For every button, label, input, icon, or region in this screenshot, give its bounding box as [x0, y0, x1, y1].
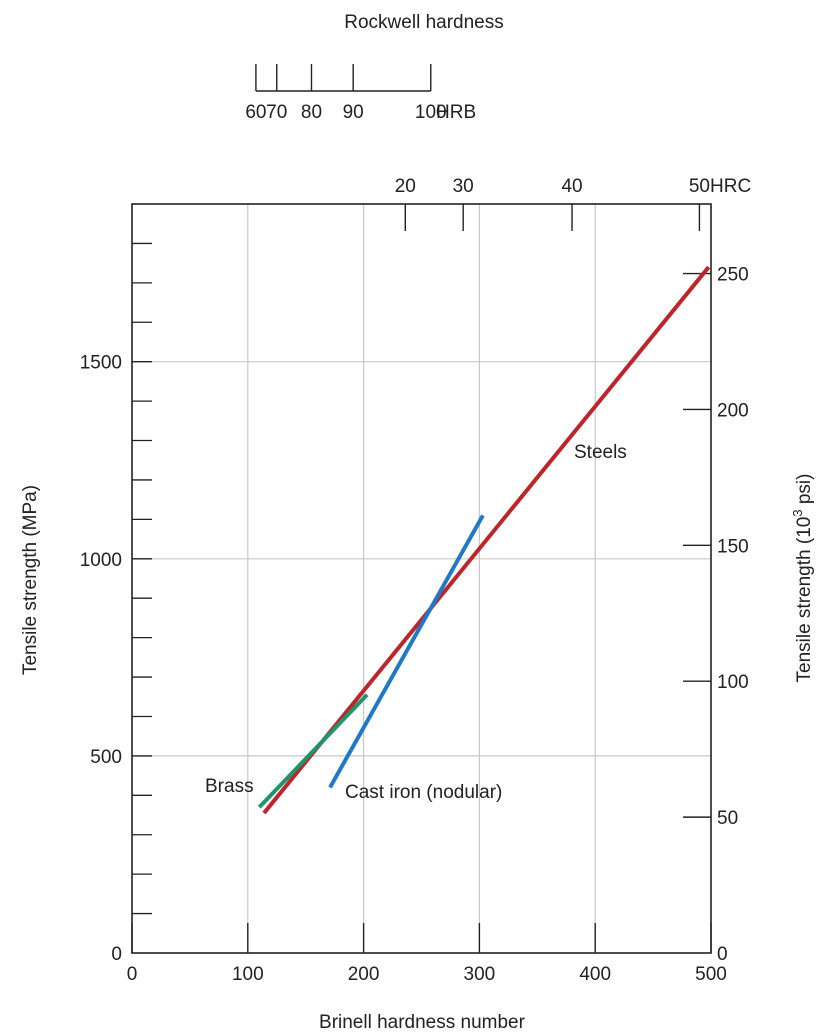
y2-tick-label: 100 [717, 672, 749, 693]
hrc-tick-label: 40 [561, 176, 582, 197]
x-tick-label: 0 [127, 964, 138, 985]
hrb-tick-label: 90 [343, 102, 364, 123]
x-tick-label: 400 [579, 964, 611, 985]
y2-axis-title: Tensile strength (103 psi) [790, 474, 815, 683]
hrb-tick-label: 100 [415, 102, 447, 123]
brass-label: Brass [205, 776, 254, 797]
y-axis-right: 0 50 100 150 200 250 [683, 265, 749, 965]
x-tick-label: 500 [695, 964, 727, 985]
plot-frame [131, 203, 712, 954]
hrc-tick-label: 30 [453, 176, 474, 197]
y2-tick-label: 250 [717, 265, 749, 286]
hrc-scale: 20 30 40 50 [395, 176, 710, 231]
y-axis-title: Tensile strength (MPa) [20, 485, 41, 675]
hrc-tick-label: 50 [689, 176, 710, 197]
hrb-unit-label: HRB [436, 102, 476, 123]
steels-label: Steels [574, 442, 627, 463]
brass-line [257, 693, 369, 809]
y2-axis-title-main: Tensile strength (10 [794, 517, 815, 683]
grid [132, 204, 711, 953]
y-tick-label: 500 [90, 747, 122, 768]
hrb-tick-label: 80 [301, 102, 322, 123]
hrb-tick-label: 70 [266, 102, 287, 123]
x-axis-title: Brinell hardness number [319, 1012, 526, 1033]
x-axis: 0 100 200 300 400 500 [127, 923, 727, 985]
minor-ticks [132, 242, 152, 915]
y-tick-label: 1500 [80, 353, 122, 374]
cast-iron-label: Cast iron (nodular) [345, 782, 502, 803]
y2-tick-label: 50 [717, 808, 738, 829]
y2-tick-label: 150 [717, 536, 749, 557]
steels-line [262, 265, 711, 815]
hrc-tick-label: 20 [395, 176, 416, 197]
y2-tick-label: 200 [717, 400, 749, 421]
series-lines [257, 265, 711, 815]
y2-tick-label: 0 [717, 944, 728, 965]
cast-iron-line [328, 514, 485, 789]
hrc-unit-label: HRC [710, 176, 751, 197]
x-tick-label: 200 [348, 964, 380, 985]
y-axis-left: 0 500 1000 1500 [80, 353, 152, 965]
x-tick-label: 100 [232, 964, 264, 985]
y-tick-label: 0 [111, 944, 122, 965]
hrb-scale: 60 70 80 90 100 [245, 64, 447, 123]
hrb-tick-label: 60 [245, 102, 266, 123]
x-tick-label: 300 [464, 964, 496, 985]
hrb-scale-title: Rockwell hardness [344, 12, 503, 33]
y2-axis-title-sup: 3 [790, 509, 805, 516]
y2-axis-title-end: psi) [794, 474, 815, 510]
y-tick-label: 1000 [80, 550, 122, 571]
